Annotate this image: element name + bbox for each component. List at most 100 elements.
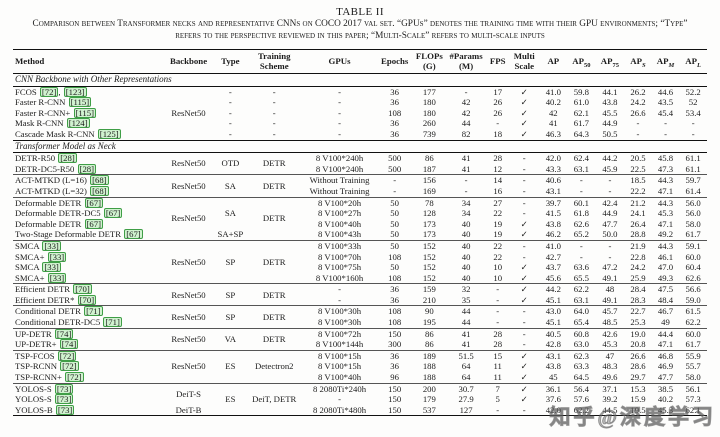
citation-link[interactable]: [33] [42, 262, 61, 273]
table-row: DETR-DC5-R50 [28] 8 V100*240h 500 187 41 12 - 4… [13, 163, 707, 175]
cell-apm: 38.5 [657, 383, 674, 394]
cell-gpus: 8 V100*240h [315, 163, 364, 174]
cell-params: 64 [461, 361, 471, 372]
cell-method: TSP-RCNN [72] [13, 361, 162, 372]
cell-apm: 49.2 [657, 229, 674, 240]
cell-multi-scale: ✓ [520, 383, 528, 394]
cell-ap50: 63.6 [573, 262, 589, 273]
table-row: Faster R-CNN [115] - - - 36 180 42 26 ✓ 40.2 61.0 4… [13, 97, 707, 108]
cell-ap75: 50.0 [602, 229, 618, 240]
cell-ap50: 64.5 [573, 372, 589, 383]
citation-link[interactable]: [72] [60, 361, 79, 372]
method-name: YOLOS-S [15, 394, 54, 405]
citation-link[interactable]: [73] [54, 383, 74, 394]
cell-ap50: 62.1 [573, 107, 589, 118]
citation-link[interactable]: [28] [77, 163, 97, 174]
citation-link[interactable]: [67] [84, 218, 103, 229]
cell-params: 44 [461, 118, 471, 129]
cell-flops: 159 [422, 284, 436, 295]
cell-flops: 189 [422, 350, 436, 361]
cell-flops: 173 [422, 229, 436, 240]
cell-multi-scale: - [522, 251, 526, 262]
citation-link[interactable]: [72] [57, 350, 77, 361]
cell-params: 40 [461, 272, 471, 283]
cell-apl: 57.3 [685, 394, 701, 405]
citation-link[interactable]: [71] [84, 306, 103, 317]
citation-link[interactable]: [33] [47, 272, 67, 283]
citation-link[interactable]: [67] [124, 229, 143, 240]
cell-gpus: 8 V100*160h [315, 272, 364, 283]
cell-multi-scale: ✓ [520, 372, 528, 383]
citation-link[interactable]: [73] [54, 394, 74, 405]
method-name: TSP-RCNN+ [15, 372, 65, 383]
cell-backbone: ResNet50 [171, 180, 206, 191]
cell-params: 41 [461, 339, 471, 350]
cell-fps: 17 [493, 86, 503, 97]
cell-ap50: 65.2 [573, 229, 589, 240]
citation-link[interactable]: [71] [103, 317, 122, 328]
method-name: Deformable DETR [15, 197, 84, 208]
cell-apm: 44.3 [657, 175, 674, 186]
citation-link[interactable]: [68] [90, 185, 109, 196]
cell-method: YOLOS-S [73] [13, 383, 162, 394]
cell-ap75: 47.7 [602, 218, 618, 229]
citation-link[interactable]: [68] [90, 175, 109, 186]
cell-apm: 48.4 [657, 294, 674, 305]
cell-fps: 15 [493, 350, 503, 361]
cell-multi-scale: - [522, 240, 526, 251]
citation-link[interactable]: [72] [39, 86, 59, 97]
cell-ap: 36.1 [545, 383, 561, 394]
citation-link[interactable]: [124] [66, 118, 90, 129]
citation-link[interactable]: [33] [42, 240, 61, 251]
cell-ap75: 39.2 [602, 394, 618, 405]
cell-ap: 45.1 [545, 294, 561, 305]
cell-aps: 21.2 [630, 197, 646, 208]
cell-backbone: ResNet50 [171, 289, 206, 300]
cell-multi-scale: - [522, 317, 526, 328]
table-row: YOLOS-S [73] - 150 179 27.9 5 ✓ 37.6 57.6 39.2 15.… [13, 394, 707, 405]
citation-link[interactable]: [125] [97, 129, 121, 140]
citation-link[interactable]: [74] [54, 328, 74, 339]
cell-gpus: Without Training [309, 175, 370, 186]
table-row: Conditional DETR-DC5 [71] 8 V100*30h 108 19… [13, 317, 707, 328]
citation-link[interactable]: [74] [59, 339, 79, 350]
cell-apl: 61.1 [685, 153, 701, 164]
cell-ap50: 62.2 [573, 404, 589, 415]
cell-ap50: 62.4 [573, 153, 589, 164]
cell-gpus: - [338, 129, 341, 140]
cell-ap75: 48.3 [602, 361, 618, 372]
cell-method: YOLOS-B [73] [13, 404, 162, 416]
column-header-ap: AP [547, 55, 560, 66]
cell-epochs: 50 [390, 208, 399, 219]
cell-method: YOLOS-S [73] [13, 394, 162, 405]
citation-link[interactable]: [67] [84, 197, 103, 208]
cell-params: 42 [461, 107, 471, 118]
citation-link[interactable]: [70] [77, 294, 97, 305]
citation-link[interactable]: [33] [47, 251, 67, 262]
cell-epochs: 108 [388, 272, 402, 283]
citation-link[interactable]: [70] [73, 284, 92, 295]
citation-link[interactable]: [28] [58, 153, 77, 164]
citation-link[interactable]: [73] [55, 404, 75, 415]
citation-link[interactable]: [67] [103, 208, 123, 219]
cell-apm: 45.3 [657, 208, 674, 219]
cell-apm: 46.9 [657, 361, 674, 372]
table-row: YOLOS-B [73] DeiT-B 8 2080Ti*480h 150 537 127… [13, 404, 707, 416]
cell-ap75: 45.9 [602, 163, 618, 174]
citation-link[interactable]: [72] [65, 372, 84, 383]
cell-epochs: 108 [388, 306, 402, 317]
cell-method: DETR-R50 [28] [13, 153, 162, 164]
cell-scheme: DETR [262, 213, 286, 224]
cell-aps: 26.6 [630, 350, 646, 361]
citation-link[interactable]: [115] [68, 97, 92, 108]
cell-ap: 40.6 [545, 175, 561, 186]
cell-params: 40 [461, 240, 471, 251]
cell-aps: 28.8 [630, 229, 646, 240]
cell-epochs: 108 [388, 317, 402, 328]
header-row: Method Backbone Type Training Scheme GPUs Epoc… [13, 50, 707, 74]
column-header-flops: FLOPs (G) [415, 51, 443, 71]
cell-params: 82 [461, 129, 471, 140]
cell-ap75: 44.9 [602, 118, 618, 129]
citation-link[interactable]: [115] [73, 107, 97, 118]
citation-link[interactable]: [123] [63, 86, 87, 97]
